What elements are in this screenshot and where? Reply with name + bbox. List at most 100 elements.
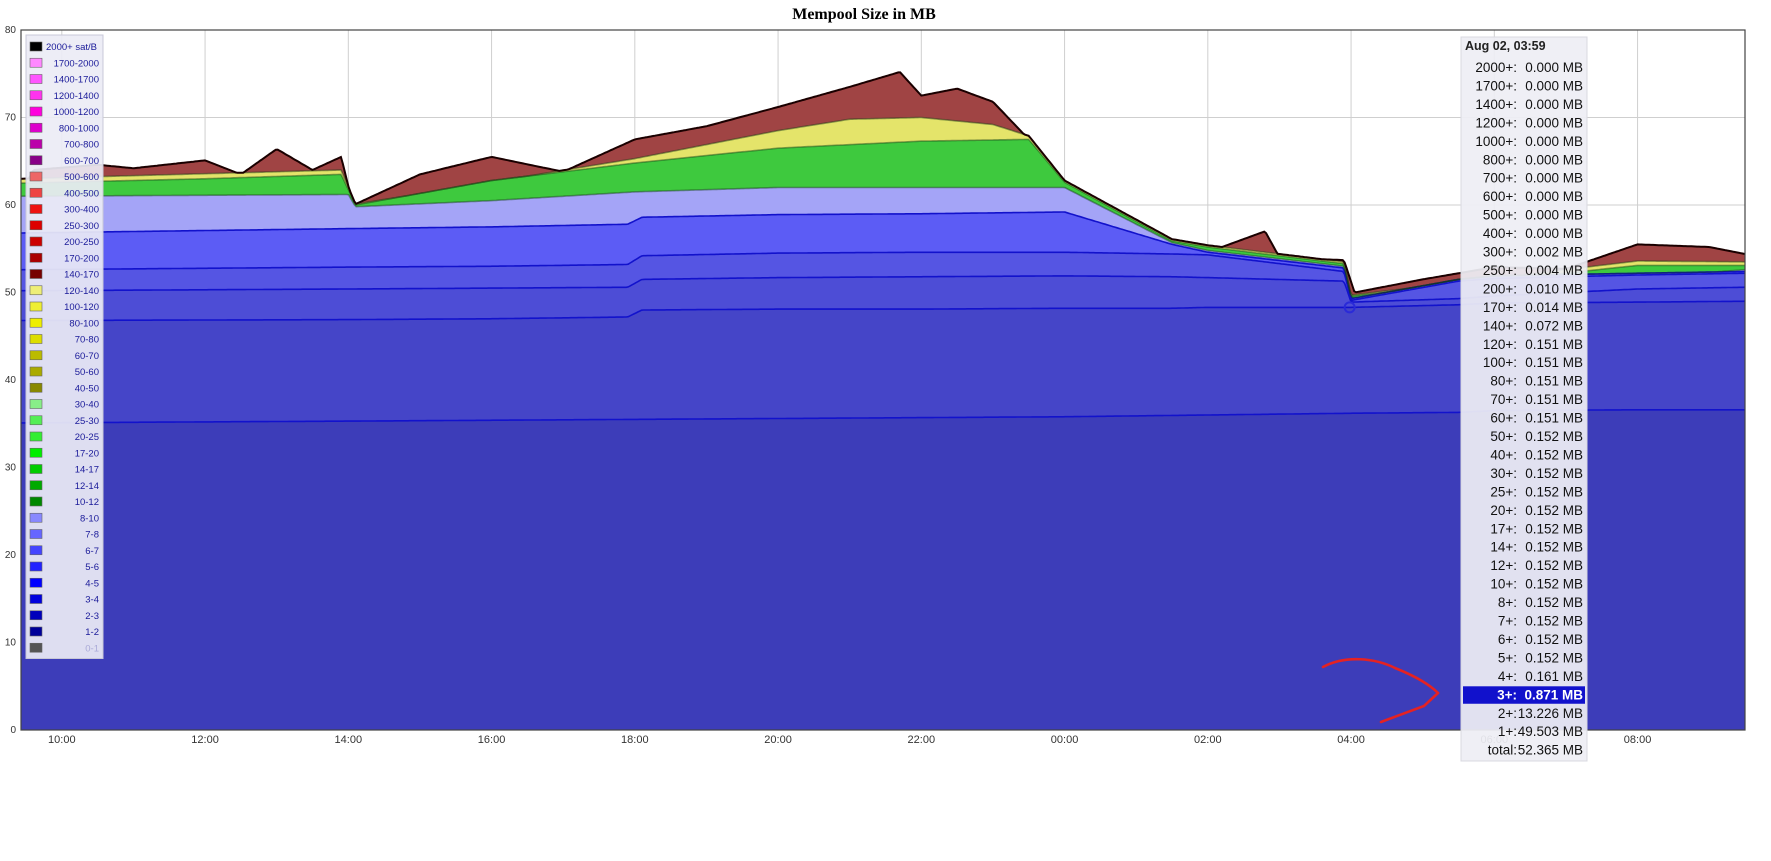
legend-swatch[interactable]: [29, 41, 43, 52]
legend-label[interactable]: 140-170: [64, 270, 99, 281]
legend-swatch[interactable]: [29, 366, 43, 377]
legend-swatch[interactable]: [29, 187, 43, 198]
tooltip-row-value: 0.000 MB: [1525, 208, 1583, 223]
legend-label[interactable]: 70-80: [75, 335, 99, 346]
legend-swatch[interactable]: [29, 220, 43, 231]
legend-swatch[interactable]: [29, 204, 43, 214]
legend-swatch[interactable]: [29, 594, 43, 604]
legend-swatch[interactable]: [29, 57, 43, 68]
tooltip-row-value: 0.014 MB: [1525, 300, 1583, 315]
legend-label[interactable]: 170-200: [64, 253, 99, 264]
legend-label[interactable]: 50-60: [75, 367, 99, 378]
legend-swatch[interactable]: [29, 480, 43, 491]
legend-swatch[interactable]: [29, 626, 43, 637]
tooltip-row-value: 0.152 MB: [1525, 577, 1583, 592]
y-tick-label: 70: [5, 113, 17, 124]
y-tick-label: 50: [5, 288, 17, 299]
series-line-40-140: [20, 116, 1745, 296]
legend-swatch[interactable]: [29, 561, 43, 572]
legend-swatch[interactable]: [29, 106, 43, 117]
legend-label[interactable]: 1200-1400: [54, 91, 99, 102]
legend-swatch[interactable]: [29, 236, 43, 247]
tooltip-row-label: 25+:: [1490, 484, 1517, 499]
legend-label[interactable]: 250-300: [64, 221, 99, 232]
tooltip-row-value: 0.161 MB: [1525, 669, 1583, 684]
legend-label[interactable]: 700-800: [64, 140, 99, 151]
legend-swatch[interactable]: [29, 350, 43, 361]
legend-swatch[interactable]: [29, 334, 43, 344]
y-tick-label: 10: [5, 638, 17, 649]
legend-swatch[interactable]: [29, 139, 43, 149]
tooltip: Aug 02, 03:59 2000+: 0.000 MB 1700+: 0.000 M…: [1460, 36, 1588, 762]
legend-swatch[interactable]: [29, 447, 43, 458]
legend-label[interactable]: 2-3: [85, 611, 99, 622]
legend-label[interactable]: 60-70: [75, 351, 99, 362]
legend-label[interactable]: 0-1: [85, 643, 99, 654]
legend-label[interactable]: 40-50: [75, 383, 99, 394]
legend-label[interactable]: 7-8: [85, 530, 99, 541]
legend-swatch[interactable]: [29, 399, 43, 409]
legend-label[interactable]: 30-40: [75, 400, 99, 411]
legend-swatch[interactable]: [29, 642, 43, 653]
legend-label[interactable]: 1000-1200: [54, 107, 99, 118]
legend-label[interactable]: 14-17: [75, 465, 99, 476]
x-tick-label: 22:00: [908, 734, 936, 746]
legend-swatch[interactable]: [29, 74, 43, 84]
legend-label[interactable]: 17-20: [75, 448, 99, 459]
tooltip-row-label: 5+:: [1498, 650, 1517, 665]
legend-swatch[interactable]: [29, 155, 43, 166]
legend-swatch[interactable]: [29, 171, 43, 182]
legend-swatch[interactable]: [29, 269, 43, 279]
legend-label[interactable]: 1-2: [85, 627, 99, 638]
legend-label[interactable]: 500-600: [64, 172, 99, 183]
legend-label[interactable]: 300-400: [64, 205, 99, 216]
legend-label[interactable]: 400-500: [64, 188, 99, 199]
legend-swatch[interactable]: [29, 90, 43, 101]
tooltip-row-label: 1200+:: [1475, 115, 1517, 130]
legend-label[interactable]: 600-700: [64, 156, 99, 167]
series-line-2-3: [21, 275, 1746, 303]
legend-label[interactable]: 10-12: [75, 497, 99, 508]
arrow-head: [1379, 691, 1440, 724]
legend-label[interactable]: 1700-2000: [54, 58, 99, 69]
legend-swatch[interactable]: [29, 301, 43, 312]
legend-swatch[interactable]: [29, 122, 43, 133]
legend-label[interactable]: 2000+ sat/B: [46, 42, 97, 53]
legend-swatch[interactable]: [29, 252, 43, 263]
legend-label[interactable]: 100-120: [64, 302, 99, 313]
legend-label[interactable]: 8-10: [80, 513, 99, 524]
legend-label[interactable]: 12-14: [75, 481, 99, 492]
legend-swatch[interactable]: [29, 415, 43, 426]
legend-swatch[interactable]: [29, 512, 43, 523]
legend-label[interactable]: 25-30: [75, 416, 99, 427]
legend-label[interactable]: 6-7: [85, 546, 99, 557]
tooltip-row-value: 0.004 MB: [1525, 263, 1583, 278]
legend-label[interactable]: 1400-1700: [54, 75, 99, 86]
legend-swatch[interactable]: [29, 545, 43, 556]
legend-label[interactable]: 120-140: [64, 286, 99, 297]
tooltip-row-value: 0.151 MB: [1525, 374, 1583, 389]
legend-swatch[interactable]: [29, 382, 43, 393]
area-layer: [21, 72, 1745, 731]
legend-label[interactable]: 800-1000: [59, 123, 99, 134]
legend-label[interactable]: 80-100: [69, 318, 99, 329]
legend-label[interactable]: 3-4: [85, 595, 99, 606]
legend-label[interactable]: 5-6: [85, 562, 99, 573]
legend-swatch[interactable]: [29, 496, 43, 507]
legend[interactable]: 2000+ sat/B 1700-2000 1400-1700 1200-1400 10…: [25, 34, 104, 659]
legend-label[interactable]: 200-250: [64, 237, 99, 248]
legend-swatch[interactable]: [29, 464, 43, 474]
tooltip-row-label: 1000+:: [1475, 134, 1517, 149]
legend-swatch[interactable]: [29, 285, 43, 296]
tooltip-row-value: 0.152 MB: [1525, 595, 1583, 610]
tooltip-row-value: 0.152 MB: [1525, 466, 1583, 481]
legend-label[interactable]: 4-5: [85, 578, 99, 589]
legend-swatch[interactable]: [29, 529, 43, 539]
legend-swatch[interactable]: [29, 317, 43, 328]
legend-swatch[interactable]: [29, 577, 43, 588]
legend-label[interactable]: 20-25: [75, 432, 99, 443]
legend-swatch[interactable]: [29, 431, 43, 442]
legend-swatch[interactable]: [29, 610, 43, 621]
tooltip-row-label: 1400+:: [1475, 97, 1517, 112]
